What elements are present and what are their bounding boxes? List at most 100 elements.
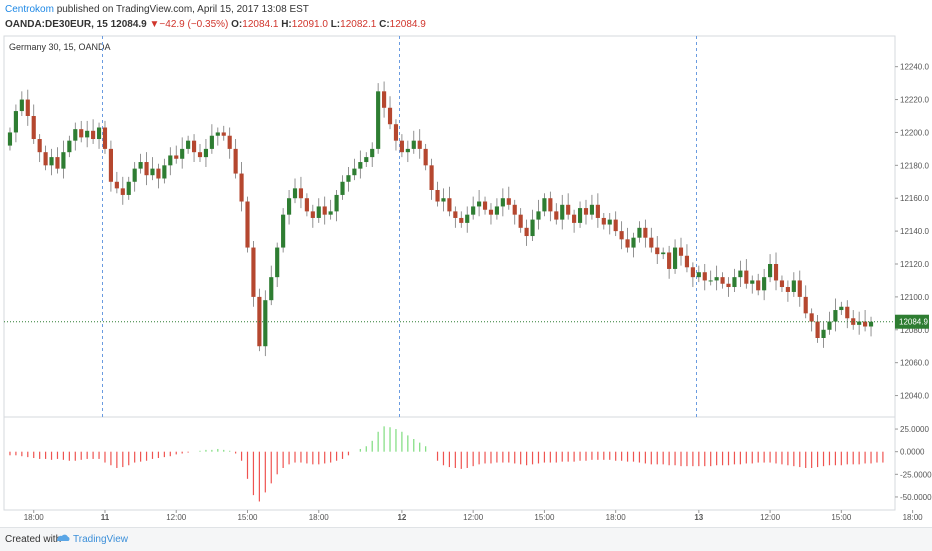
candle-body	[631, 237, 636, 248]
high-value: 12091.0	[291, 19, 328, 30]
candle-body	[132, 168, 137, 182]
candle-body	[589, 204, 595, 215]
candle-body	[530, 219, 535, 237]
candle-body	[304, 198, 309, 212]
candle-body	[168, 155, 173, 166]
candle-body	[560, 204, 565, 220]
candle-body	[174, 155, 179, 159]
low-label: L:	[330, 19, 341, 30]
time-tick-label: 12:00	[166, 513, 187, 522]
candle-body	[227, 135, 232, 149]
oscillator-tick-label: 0.0000	[900, 448, 925, 457]
candle-body	[269, 277, 274, 301]
candle-body	[49, 157, 54, 166]
candle-body	[702, 272, 707, 281]
candle-body	[506, 198, 511, 205]
candle-body	[376, 91, 381, 149]
candle-body	[429, 165, 434, 190]
candle-body	[191, 140, 197, 153]
candle-body	[868, 321, 874, 327]
candle-body	[471, 206, 476, 215]
candle-body	[31, 116, 36, 140]
chart-header: Centrokom published on TradingView.com, …	[0, 0, 932, 36]
candle-body	[334, 194, 339, 212]
candle-body	[536, 211, 541, 220]
publish-line: Centrokom published on TradingView.com, …	[5, 4, 309, 15]
candle-body	[732, 277, 737, 288]
legend-title: Germany 30, 15, OANDA	[9, 42, 111, 52]
footer-bar: Created with TradingView	[0, 527, 932, 551]
price-tick-label: 12120.0	[900, 260, 929, 269]
time-tick-label: 13	[694, 513, 703, 522]
current-price-label: 12084.9	[899, 318, 928, 327]
candle-body	[399, 140, 404, 153]
ohlc-line: OANDA:DE30EUR, 15 12084.9 ▼−42.9 (−0.35%…	[5, 19, 426, 30]
session-dividers	[102, 36, 697, 417]
time-tick-label: 18:00	[606, 513, 627, 522]
candle-body	[61, 152, 66, 169]
time-tick-label: 12:00	[760, 513, 781, 522]
candle-body	[203, 148, 209, 158]
candle-body	[144, 162, 149, 176]
published-text: published on TradingView.com, April 15, …	[56, 4, 309, 15]
candle-body	[423, 148, 428, 166]
candle-body	[233, 148, 238, 174]
candle-body	[393, 124, 399, 141]
price-tick-label: 12220.0	[900, 96, 929, 105]
candle-body	[815, 321, 820, 338]
candle-body	[708, 280, 713, 282]
price-tick-label: 12140.0	[900, 227, 929, 236]
time-tick-label: 18:00	[903, 513, 924, 522]
candlestick-series	[7, 81, 874, 357]
candle-body	[583, 208, 589, 215]
candle-body	[328, 211, 333, 215]
candle-body	[352, 168, 357, 176]
close-value: 12084.9	[389, 19, 426, 30]
candle-body	[67, 140, 72, 153]
oscillator-tick-label: -50.0000	[900, 493, 932, 502]
candle-body	[649, 237, 654, 248]
time-tick-label: 12	[397, 513, 406, 522]
publisher-link[interactable]: Centrokom	[5, 4, 54, 15]
candle-body	[215, 132, 220, 136]
candle-body	[750, 280, 755, 284]
candle-body	[839, 306, 844, 311]
candle-body	[209, 135, 214, 149]
candle-body	[779, 280, 785, 288]
candle-body	[672, 247, 678, 269]
candle-body	[554, 211, 559, 220]
candle-body	[19, 99, 24, 112]
candle-body	[512, 204, 517, 215]
price-tick-label: 12040.0	[900, 392, 929, 401]
chart-canvas[interactable]: Germany 30, 15, OANDA 12240.0 12220.0 1220…	[0, 0, 932, 527]
candle-body	[488, 209, 494, 215]
candle-body	[678, 247, 684, 256]
candle-body	[655, 247, 660, 255]
symbol-label: OANDA:DE30EUR, 15	[5, 19, 108, 30]
candle-body	[340, 181, 345, 195]
candle-body	[447, 198, 452, 212]
candle-body	[453, 211, 458, 218]
candle-body	[358, 162, 363, 169]
candle-body	[566, 204, 571, 215]
candle-body	[370, 148, 375, 158]
candle-body	[298, 188, 304, 199]
candle-body	[364, 157, 369, 163]
candle-body	[156, 168, 161, 179]
candle-body	[494, 206, 499, 215]
candle-body	[595, 204, 600, 218]
candle-body	[197, 152, 203, 158]
time-tick-label: 15:00	[237, 513, 258, 522]
oscillator-tick-label: -25.0000	[900, 470, 932, 479]
candle-body	[477, 201, 482, 207]
candle-body	[292, 188, 298, 199]
tradingview-brand-link[interactable]: TradingView	[73, 534, 129, 545]
candle-body	[162, 165, 167, 179]
candle-body	[797, 280, 802, 297]
candle-body	[79, 129, 84, 138]
candle-body	[738, 270, 743, 278]
candle-body	[114, 181, 119, 189]
oscillator-tick-label: 25.0000	[900, 425, 929, 434]
candle-body	[150, 168, 155, 176]
candle-body	[845, 306, 850, 319]
